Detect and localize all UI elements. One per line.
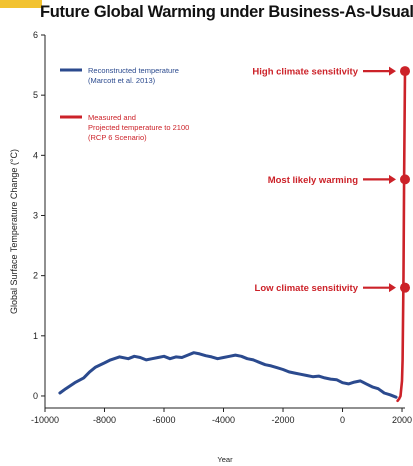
chart-title: Future Global Warming under Business-As-… [40,3,413,21]
annotation-label: High climate sensitivity [252,67,358,78]
y-tick-label: 0 [33,391,38,401]
y-tick-label: 5 [33,90,38,100]
annotation-label: Most likely warming [268,175,358,186]
corner-accent-bar [0,0,42,8]
arrow-head [389,283,396,293]
y-tick-label: 6 [33,30,38,40]
legend-entry-2: Projected temperature to 2100 [88,123,189,132]
legend-entry-1: Reconstructed temperature [88,66,179,75]
y-tick-label: 4 [33,150,38,160]
arrow-head [389,174,396,184]
y-tick-label: 2 [33,271,38,281]
y-tick-label: 1 [33,331,38,341]
series-group [58,69,407,403]
x-axis-label: Year [217,455,233,464]
x-tick-label: 0 [340,415,345,425]
y-axis-label: Global Surface Temperature Change (°C) [9,149,19,314]
x-tick-label: 2000 [392,415,412,425]
series-line-1 [58,351,398,399]
legend-entry-2: Measured and [88,113,136,122]
legend: Reconstructed temperature(Marcott et al.… [60,66,189,142]
y-tick-label: 3 [33,210,38,220]
annotation-label: Low climate sensitivity [255,283,359,294]
annotations-group: High climate sensitivity Most likely warm… [252,66,410,294]
x-tick-label: -2000 [272,415,295,425]
projection-marker [400,66,410,77]
legend-entry-1: (Marcott et al. 2013) [88,76,156,85]
legend-entry-2: (RCP 6 Scenario) [88,133,147,142]
x-tick-label: -10000 [31,415,59,425]
x-tick-label: -8000 [93,415,116,425]
axes-group [44,35,405,409]
x-tick-label: -4000 [212,415,235,425]
x-tick-label: -6000 [152,415,175,425]
projection-marker [400,282,410,293]
series-line-2 [396,69,407,403]
arrow-head [389,66,396,76]
projection-marker [400,174,410,185]
ticks-group: 0 1 2 3 4 5 6 -10000 -8000 -6000 -4000 -2000 0 2000 Ye… [9,30,412,464]
